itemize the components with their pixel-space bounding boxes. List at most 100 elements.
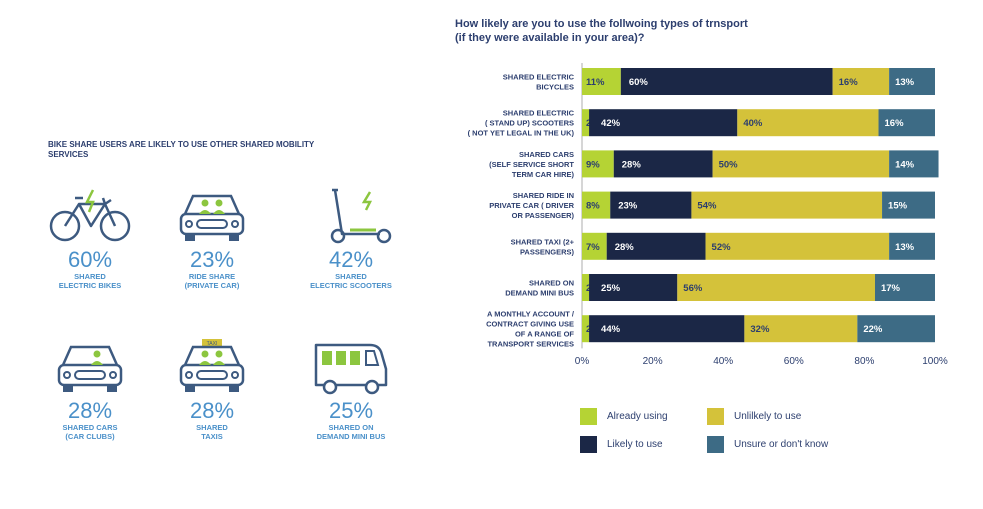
x-tick-label: 100%	[922, 356, 948, 367]
category-label: SHARED ELECTRIC	[503, 73, 575, 82]
data-label: 23%	[618, 201, 638, 212]
x-tick-label: 20%	[643, 356, 663, 367]
stat-label: RIDE SHARE	[188, 272, 236, 281]
minibus-icon	[314, 343, 388, 395]
electric-bike-icon	[49, 189, 131, 242]
bar-segment	[737, 109, 879, 137]
bar-segment	[712, 150, 890, 178]
stat-taxis: TAXI 28% SHARED TAXIS	[157, 339, 267, 441]
x-tick-label: 0%	[575, 356, 590, 367]
legend-label: Unlilkely to use	[734, 411, 802, 422]
x-tick-label: 60%	[784, 356, 804, 367]
bar-segment	[582, 315, 590, 343]
stat-electric-scooters: 42% SHARED ELECTRIC SCOOTERS	[296, 188, 406, 290]
chart-title-line2: (if they were available in your area)?	[455, 32, 645, 44]
stat-pct: 60%	[67, 247, 113, 272]
data-label: 7%	[586, 242, 600, 253]
data-label: 22%	[863, 324, 883, 335]
category-label: SHARED CARS	[519, 150, 574, 159]
bar-segment	[613, 150, 713, 178]
stat-electric-bikes: 60% SHARED ELECTRIC BIKES	[35, 188, 145, 290]
bar-segment	[832, 68, 890, 95]
data-label: 32%	[750, 324, 770, 335]
x-tick-label: 80%	[854, 356, 874, 367]
bar-segment	[691, 191, 883, 219]
bar-segment	[620, 68, 833, 95]
category-label: SHARED ELECTRIC	[503, 109, 575, 118]
data-label: 52%	[712, 242, 732, 253]
data-label: 42%	[601, 118, 621, 129]
stat-label: (PRIVATE CAR)	[184, 281, 240, 290]
bar-segment	[582, 68, 621, 95]
bar-segment	[610, 191, 692, 219]
data-label: 13%	[895, 77, 915, 88]
data-label: 8%	[586, 201, 600, 212]
data-label: 28%	[615, 242, 635, 253]
car-club-icon	[57, 345, 123, 392]
bar-segment	[582, 150, 614, 178]
stat-pct: 28%	[189, 398, 235, 423]
ride-share-car-icon	[179, 194, 245, 241]
category-label: SHARED ON	[529, 279, 574, 288]
legend-swatch	[707, 408, 724, 425]
data-label: 40%	[743, 118, 763, 129]
data-label: 16%	[839, 77, 859, 88]
stat-label: ELECTRIC SCOOTERS	[310, 281, 392, 290]
category-label: OR PASSENGER)	[512, 211, 575, 220]
data-label: 44%	[601, 324, 621, 335]
stat-label: SHARED ON	[328, 423, 374, 432]
stat-ride-share: 23% RIDE SHARE (PRIVATE CAR)	[157, 188, 267, 290]
data-label: 60%	[629, 77, 649, 88]
bar-segment	[889, 232, 935, 260]
bar-segment	[889, 68, 935, 95]
stat-label: SHARED	[74, 272, 106, 281]
taxi-sign-text: TAXI	[207, 341, 218, 347]
legend-swatch	[707, 436, 724, 453]
data-label: 16%	[885, 118, 905, 129]
data-label: 11%	[586, 77, 605, 88]
stat-pct: 28%	[67, 398, 113, 423]
bar-segment	[705, 232, 890, 260]
category-label: PRIVATE CAR ( DRIVER	[489, 201, 574, 210]
bar-segment	[878, 109, 935, 137]
bar-segment	[744, 315, 858, 343]
stat-label: ELECTRIC BIKES	[58, 281, 122, 290]
bar-segment	[582, 232, 607, 260]
stat-label: SHARED	[335, 272, 367, 281]
data-label: 25%	[601, 283, 621, 294]
bar-segment	[582, 109, 590, 137]
data-label: 9%	[586, 159, 600, 170]
stat-label: SHARED	[196, 423, 228, 432]
stat-minibus: 25% SHARED ON DEMAND MINI BUS	[296, 339, 406, 441]
bar-segment	[606, 232, 706, 260]
x-tick-label: 40%	[713, 356, 733, 367]
data-label: 28%	[622, 159, 642, 170]
bar-segment	[582, 191, 611, 219]
legend-label: Unsure or don't know	[734, 439, 829, 450]
category-label: TERM CAR HIRE)	[512, 170, 575, 179]
bar-segment	[677, 274, 875, 301]
bar-segment	[857, 315, 935, 343]
stat-pct: 42%	[328, 247, 374, 272]
legend-swatch	[580, 408, 597, 425]
data-label: 54%	[697, 201, 717, 212]
data-label: 17%	[881, 283, 901, 294]
category-label: (SELF SERVICE SHORT	[489, 160, 574, 169]
stat-label: TAXIS	[201, 432, 223, 441]
stat-label: DEMAND MINI BUS	[316, 432, 386, 441]
stat-pct: 23%	[189, 247, 235, 272]
bar-segment	[889, 150, 939, 178]
legend-swatch	[580, 436, 597, 453]
bar-segment	[882, 191, 935, 219]
category-label: DEMAND MINI BUS	[505, 289, 574, 298]
category-label: ( STAND UP) SCOOTERS	[485, 119, 574, 128]
electric-scooter-icon	[330, 188, 392, 244]
chart-title: How likely are you to use the follwoing …	[455, 17, 875, 45]
stat-pct: 25%	[328, 398, 374, 423]
data-label: 14%	[895, 159, 915, 170]
category-label: A MONTHLY ACCOUNT /	[487, 310, 575, 319]
legend-label: Already using	[607, 411, 668, 422]
bar-segment	[874, 274, 935, 301]
data-label: 50%	[719, 159, 739, 170]
